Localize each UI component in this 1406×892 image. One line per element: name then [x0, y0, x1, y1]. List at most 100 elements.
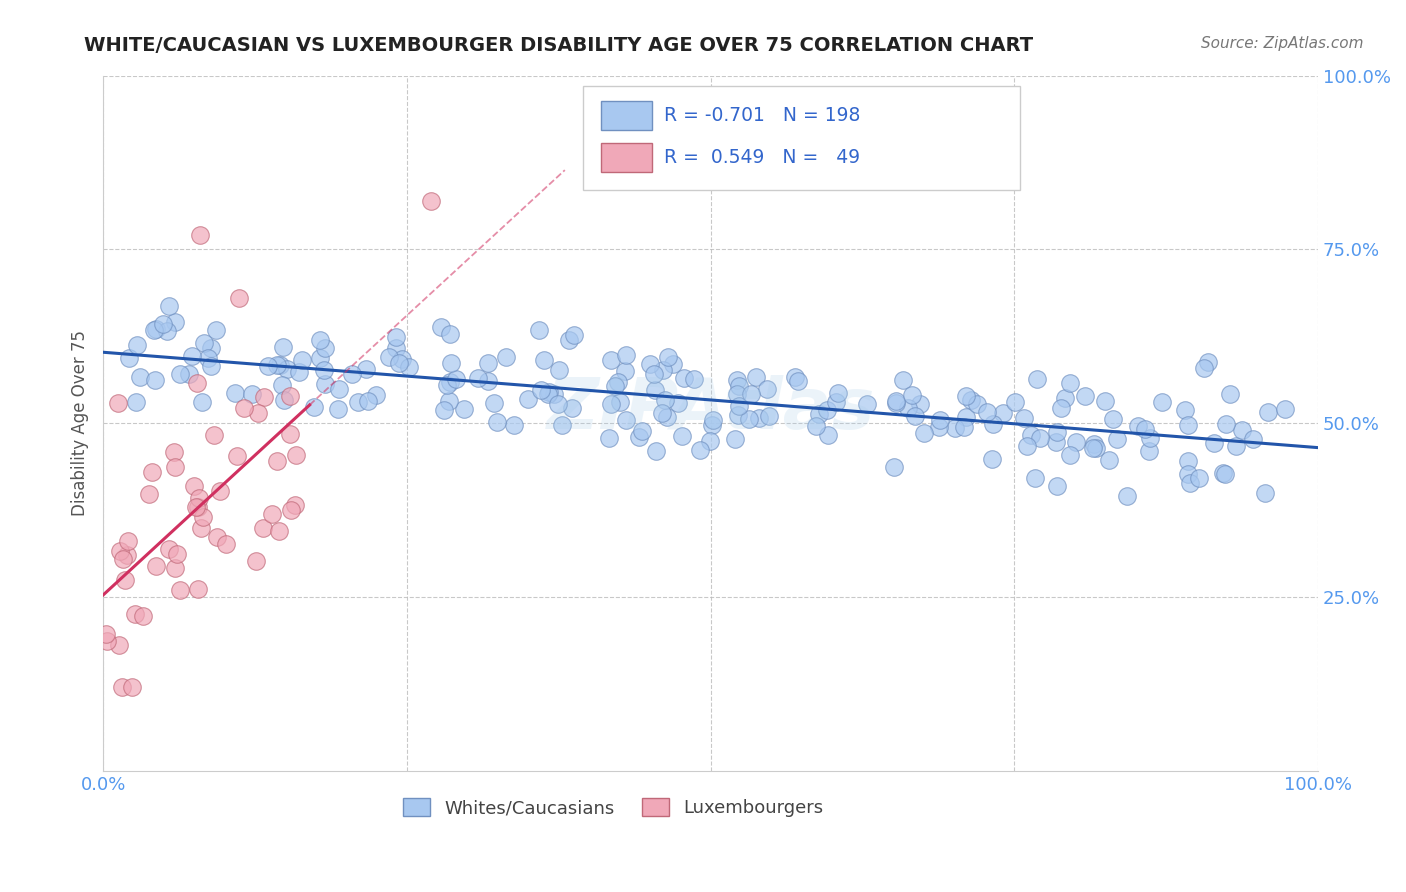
Point — [340, 367, 363, 381]
Text: Source: ZipAtlas.com: Source: ZipAtlas.com — [1201, 36, 1364, 51]
Point — [883, 459, 905, 474]
Point — [748, 410, 770, 425]
Point — [309, 351, 332, 365]
Point — [260, 507, 283, 521]
Point — [1257, 405, 1279, 419]
Text: R =  0.549   N =   49: R = 0.549 N = 49 — [665, 148, 860, 167]
Point — [145, 558, 167, 573]
Point — [1083, 442, 1105, 456]
Legend: Whites/Caucasians, Luxembourgers: Whites/Caucasians, Luxembourgers — [396, 790, 831, 824]
Point — [643, 368, 665, 382]
Point — [533, 352, 555, 367]
Point — [143, 323, 166, 337]
Point — [1152, 394, 1174, 409]
Point — [143, 373, 166, 387]
Point — [224, 385, 246, 400]
Point — [357, 394, 380, 409]
Point — [1046, 478, 1069, 492]
Point — [202, 428, 225, 442]
Point — [314, 341, 336, 355]
Point — [240, 386, 263, 401]
Point — [467, 371, 489, 385]
Point — [651, 406, 673, 420]
Point — [245, 553, 267, 567]
FancyBboxPatch shape — [602, 101, 652, 130]
Point — [1064, 435, 1087, 450]
Point — [169, 582, 191, 597]
Point — [312, 362, 335, 376]
Point — [966, 397, 988, 411]
Point — [114, 573, 136, 587]
Point — [444, 372, 467, 386]
Point — [163, 561, 186, 575]
Point — [1188, 471, 1211, 485]
Point — [453, 402, 475, 417]
Point — [273, 392, 295, 407]
Point — [1212, 466, 1234, 480]
Point — [953, 419, 976, 434]
FancyBboxPatch shape — [602, 143, 652, 172]
Point — [856, 397, 879, 411]
Point — [1059, 448, 1081, 462]
Point — [1017, 439, 1039, 453]
Point — [1213, 467, 1236, 481]
Point — [901, 388, 924, 402]
Point — [477, 374, 499, 388]
Point — [280, 502, 302, 516]
Point — [398, 360, 420, 375]
Point — [205, 323, 228, 337]
Point — [439, 375, 461, 389]
Point — [827, 385, 849, 400]
Point — [138, 487, 160, 501]
Point — [1126, 419, 1149, 434]
Point — [644, 383, 666, 397]
Point — [807, 407, 830, 421]
Point — [1178, 476, 1201, 491]
Point — [429, 320, 451, 334]
Point — [271, 340, 294, 354]
Point — [543, 387, 565, 401]
Point — [1094, 393, 1116, 408]
Point — [200, 359, 222, 374]
Point — [291, 352, 314, 367]
Point — [657, 409, 679, 424]
Text: WHITE/CAUCASIAN VS LUXEMBOURGER DISABILITY AGE OVER 75 CORRELATION CHART: WHITE/CAUCASIAN VS LUXEMBOURGER DISABILI… — [84, 36, 1033, 54]
Point — [627, 429, 650, 443]
Point — [1045, 435, 1067, 450]
Point — [121, 680, 143, 694]
Point — [228, 291, 250, 305]
Point — [727, 408, 749, 422]
Point — [267, 524, 290, 539]
Point — [1050, 401, 1073, 415]
Point — [1241, 432, 1264, 446]
Point — [1024, 471, 1046, 485]
Point — [314, 377, 336, 392]
Point — [614, 348, 637, 362]
Point — [787, 375, 810, 389]
Point — [724, 432, 747, 446]
Point — [284, 498, 307, 512]
Point — [1174, 403, 1197, 417]
Point — [166, 547, 188, 561]
Y-axis label: Disability Age Over 75: Disability Age Over 75 — [72, 330, 89, 516]
Point — [1085, 441, 1108, 455]
Point — [702, 413, 724, 427]
Point — [278, 426, 301, 441]
Point — [657, 350, 679, 364]
Point — [193, 509, 215, 524]
Point — [187, 582, 209, 597]
Point — [141, 466, 163, 480]
Point — [517, 392, 540, 407]
Point — [700, 418, 723, 433]
Point — [308, 334, 330, 348]
Point — [725, 373, 748, 387]
Point — [486, 415, 509, 429]
Point — [1192, 360, 1215, 375]
Point — [638, 357, 661, 371]
Point — [209, 483, 232, 498]
Point — [558, 333, 581, 347]
Point — [1135, 422, 1157, 436]
Point — [1254, 485, 1277, 500]
Point — [598, 431, 620, 445]
Point — [186, 376, 208, 390]
